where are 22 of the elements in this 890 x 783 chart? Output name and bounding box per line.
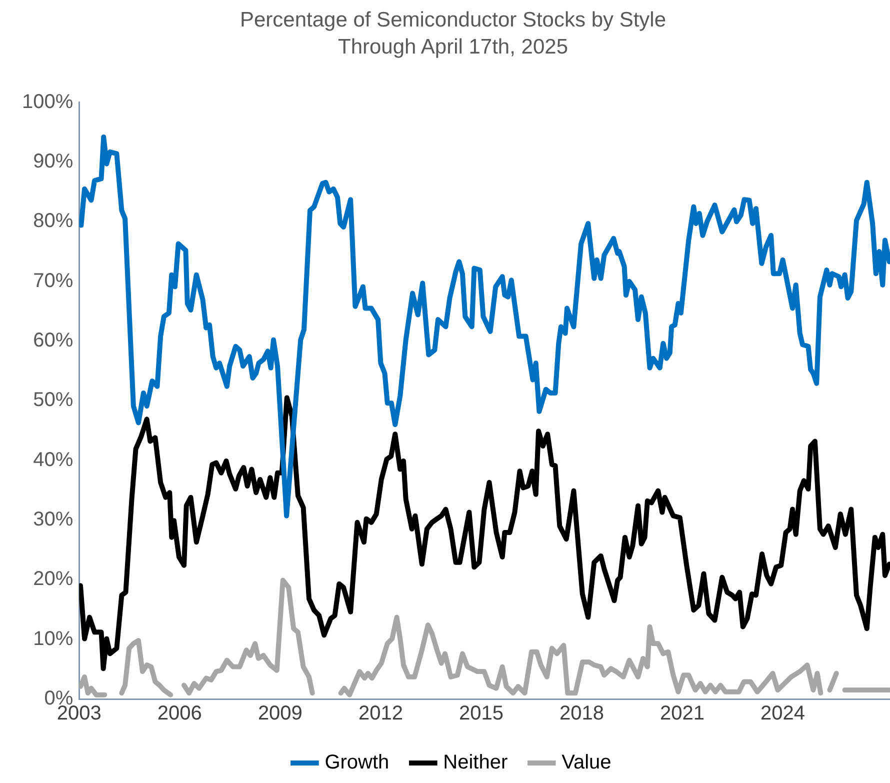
y-tick-label: 50% bbox=[33, 389, 74, 412]
chart-subtitle: Through April 17th, 2025 bbox=[338, 36, 568, 59]
y-tick-label: 80% bbox=[33, 210, 74, 232]
x-tick-label: 2021 bbox=[660, 702, 705, 725]
y-tick-label: 100% bbox=[22, 90, 74, 113]
x-tick-label: 2012 bbox=[358, 702, 403, 725]
y-tick-label: 60% bbox=[33, 330, 74, 352]
y-tick-label: 90% bbox=[33, 150, 74, 173]
y-tick-label: 40% bbox=[33, 448, 74, 471]
y-tick-label: 10% bbox=[33, 628, 74, 650]
x-tick-label: 2006 bbox=[157, 702, 202, 725]
y-tick-label: 20% bbox=[33, 568, 74, 590]
chart-title: Percentage of Semiconductor Stocks by Style bbox=[240, 8, 666, 32]
legend-label: Neither bbox=[443, 752, 508, 774]
x-tick-label: 2015 bbox=[458, 702, 504, 725]
x-tick-label: 2009 bbox=[258, 702, 302, 725]
x-tick-label: 2018 bbox=[559, 702, 604, 725]
x-tick-label: 2024 bbox=[760, 702, 806, 725]
legend-label: Growth bbox=[324, 752, 390, 774]
legend-label: Value bbox=[562, 752, 612, 774]
y-tick-label: 70% bbox=[33, 270, 74, 292]
y-tick-label: 30% bbox=[33, 508, 74, 531]
